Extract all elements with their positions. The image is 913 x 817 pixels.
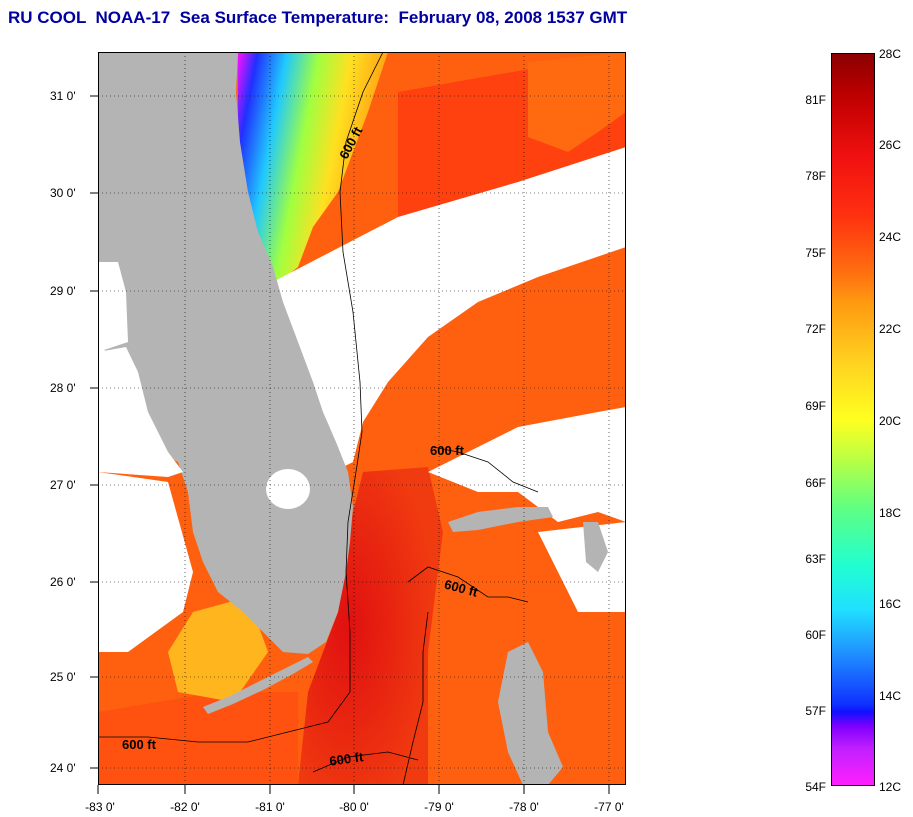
cbar-c-12: 12C [879,780,902,794]
abaco [583,522,608,572]
florida-keys [203,657,313,714]
grand-bahama [448,507,553,532]
lon-label-77: -77 0' [594,800,624,814]
cloud-patch-east [428,407,626,522]
graticule [98,52,626,785]
map-title: RU COOL NOAA-17 Sea Surface Temperature:… [8,8,628,27]
yellow-gulf-water [168,597,268,702]
lon-label-82: -82 0' [170,800,200,814]
axis-ticks [90,95,610,794]
cbar-c-28: 28C [879,47,902,61]
cloud-south-gulf [98,472,193,652]
lon-label-83: -83 0' [85,800,115,814]
sst-map: 600 ft 600 ft 600 ft 600 ft 600 ft [98,52,626,785]
gulf-stream-core [298,467,443,785]
lat-label-30: 30 0' [50,186,76,200]
isobath-bahamas [432,446,539,493]
isobath-label-bahamas: 600 ft [430,443,465,458]
cbar-c-24: 24C [879,230,902,244]
isobath-label-southwest: 600 ft [122,737,157,752]
lat-label-25: 25 0' [50,670,76,684]
lat-label-31: 31 0' [50,89,76,103]
cbar-f-75: 75F [805,246,826,260]
gulf-of-mexico-nw [98,262,128,352]
cool-shelf-water [238,52,388,287]
cbar-f-78: 78F [805,169,826,183]
cbar-f-54: 54F [805,780,826,794]
cbar-f-81: 81F [805,93,826,107]
cloud-band-central [258,147,626,482]
cbar-c-20: 20C [879,414,902,428]
cbar-c-26: 26C [879,138,902,152]
lon-label-81: -81 0' [255,800,285,814]
cbar-f-63: 63F [805,552,826,566]
map-frame [98,52,626,785]
isobath-great-bahama-bank [407,566,529,603]
isobath-south [312,751,419,773]
isobath-label-south: 600 ft [328,749,364,769]
sst-map-canvas: 600 ft 600 ft 600 ft 600 ft 600 ft [98,52,626,785]
lon-label-79: -79 0' [424,800,454,814]
cbar-f-72: 72F [805,322,826,336]
isobath-tongue [402,611,429,785]
andros [498,642,563,785]
lat-label-29: 29 0' [50,284,76,298]
cbar-c-14: 14C [879,689,902,703]
cbar-f-60: 60F [805,628,826,642]
cbar-f-69: 69F [805,399,826,413]
cbar-c-22: 22C [879,322,902,336]
isobath-lines [98,52,539,785]
cbar-c-16: 16C [879,597,902,611]
lat-label-28: 28 0' [50,381,76,395]
cbar-c-18: 18C [879,506,902,520]
temperature-colorbar [831,53,875,786]
cloud-upper-right [528,52,626,152]
lat-label-27: 27 0' [50,478,76,492]
cbar-f-66: 66F [805,476,826,490]
lon-label-80: -80 0' [339,800,369,814]
lake-okeechobee [266,469,310,509]
lat-label-24: 24 0' [50,761,76,775]
lon-label-78: -78 0' [509,800,539,814]
isobath-east-florida [98,52,384,743]
cbar-f-57: 57F [805,704,826,718]
gulf-of-mexico-coast [98,347,183,477]
warm-water-sw [98,692,298,785]
lat-label-26: 26 0' [50,575,76,589]
